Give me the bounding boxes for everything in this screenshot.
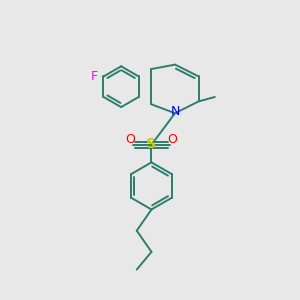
Text: O: O	[168, 133, 178, 146]
Text: F: F	[91, 70, 98, 83]
Text: O: O	[125, 133, 135, 146]
Text: N: N	[171, 105, 180, 118]
Text: S: S	[146, 137, 157, 151]
